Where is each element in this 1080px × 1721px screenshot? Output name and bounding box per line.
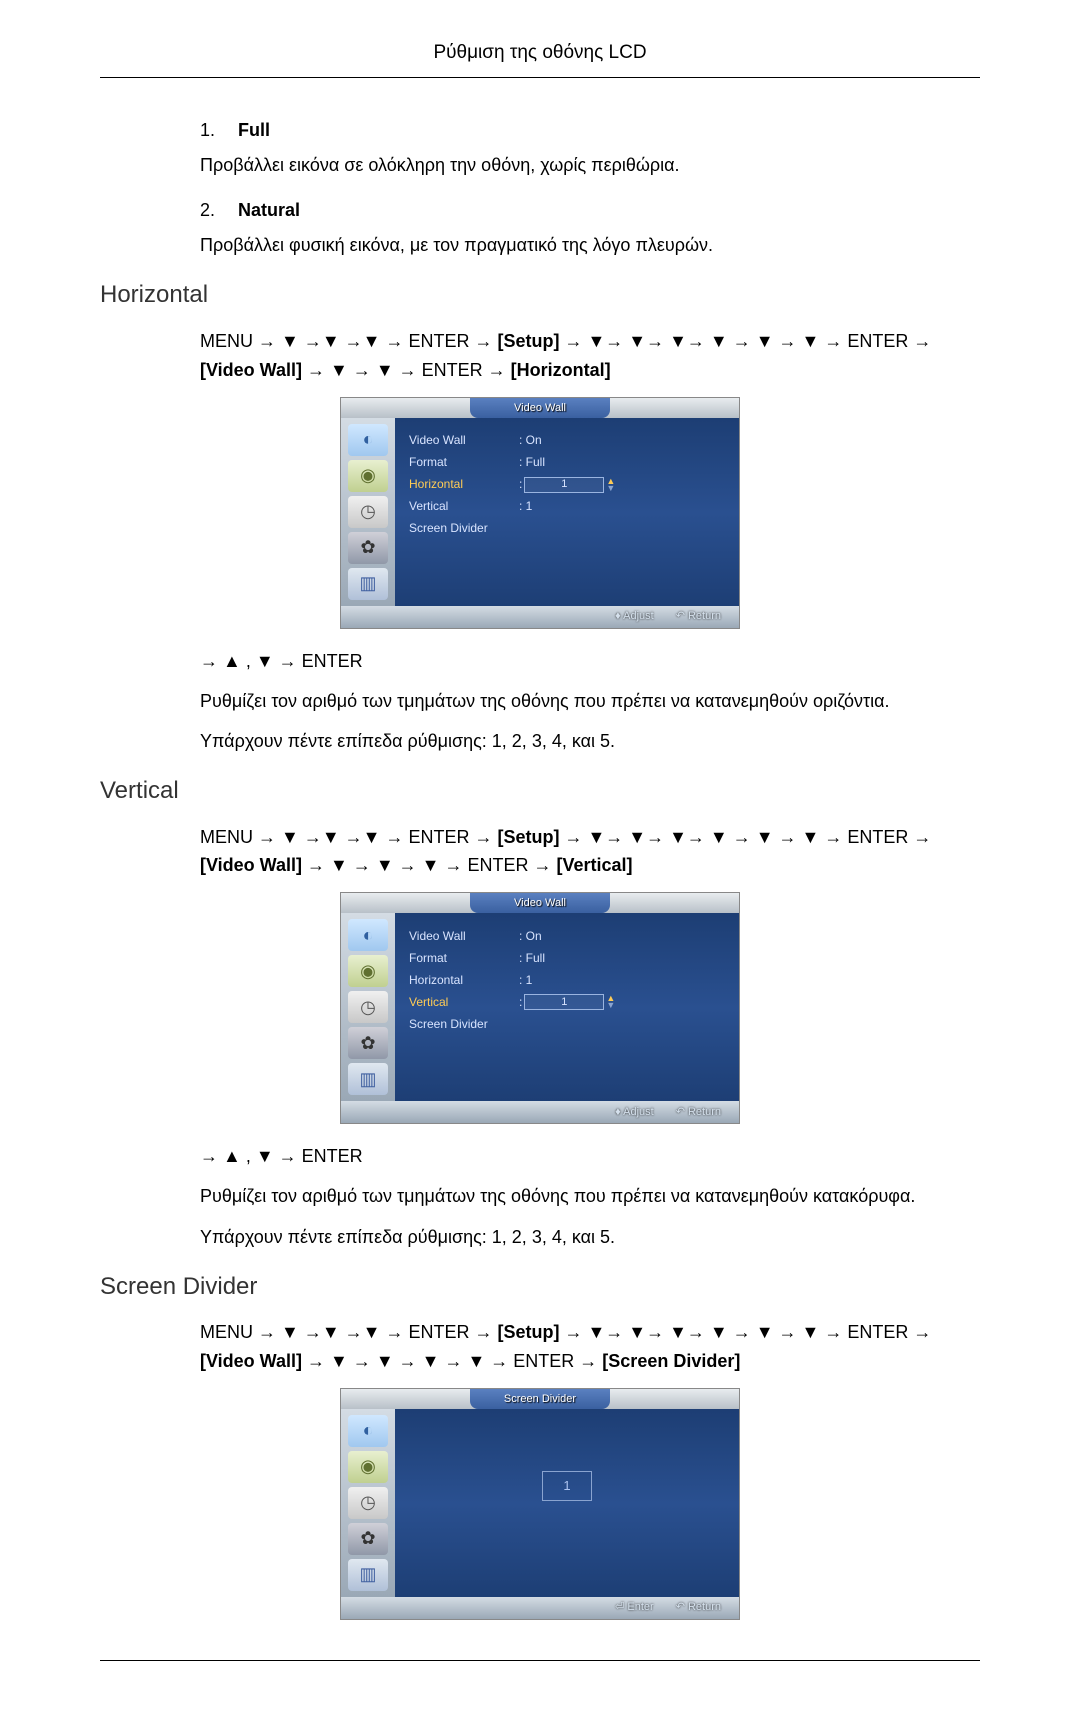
arrow-hint-horizontal: → ▲ , ▼ → ENTER [200,649,980,674]
osd-footer-adjust: ♦ Adjust [615,609,654,624]
osd-row-value: : 1 [519,498,725,515]
osd-row-value: : On [519,432,725,449]
desc-horizontal-1: Ρυθμίζει τον αριθμό των τμημάτων της οθό… [200,689,980,714]
section-title-divider: Screen Divider [100,1270,980,1304]
osd-row-label: Screen Divider [409,520,519,537]
list-label-full: Full [238,118,270,143]
osd-icon-sound: ◉ [348,955,388,987]
osd-footer: ⏎ Enter ↶ Return [341,1597,739,1619]
osd-icon-setup: ✿ [348,1523,388,1555]
osd-icon-multi: ▥ [348,568,388,600]
osd-sidebar: ◐ ◉ ◷ ✿ ▥ [341,1409,395,1597]
osd-title: Screen Divider [470,1389,610,1409]
osd-footer-enter: ⏎ Enter [615,1600,654,1615]
osd-icon-picture: ◐ [348,919,388,951]
osd-icon-clock: ◷ [348,496,388,528]
osd-row: Video Wall: On [409,925,725,947]
osd-row-label: Format [409,950,519,967]
footer-rule [100,1660,980,1661]
osd-sidebar: ◐ ◉ ◷ ✿ ▥ [341,913,395,1101]
list-item-full: 1. Full Προβάλλει εικόνα σε ολόκληρη την… [200,118,980,178]
osd-icon-multi: ▥ [348,1559,388,1591]
osd-icon-clock: ◷ [348,991,388,1023]
osd-row-value: : 1 [519,972,725,989]
osd-row-label: Vertical [409,498,519,515]
divider-value-box: 1 [542,1471,592,1501]
osd-row-label: Video Wall [409,432,519,449]
list-item-natural: 2. Natural Προβάλλει φυσική εικόνα, με τ… [200,198,980,258]
section-title-vertical: Vertical [100,774,980,808]
osd-title: Video Wall [470,398,610,418]
list-desc-natural: Προβάλλει φυσική εικόνα, με τον πραγματι… [200,233,980,258]
osd-row-label: Horizontal [409,972,519,989]
osd-row-value: : 1▲▼ [519,994,725,1011]
osd-content: Video Wall: OnFormat: FullHorizontal: 1▲… [395,418,739,606]
osd-footer: ♦ Adjust ↶ Return [341,1101,739,1123]
osd-row-value: : Full [519,454,725,471]
osd-footer-return: ↶ Return [676,1105,721,1120]
osd-row: Screen Divider [409,518,725,540]
osd-row-label: Screen Divider [409,1016,519,1033]
arrow-hint-vertical: → ▲ , ▼ → ENTER [200,1144,980,1169]
nav-path-divider: MENU → ▼ →▼ →▼ → ENTER → [Setup] → ▼→ ▼→… [200,1318,980,1376]
osd-title: Video Wall [470,893,610,913]
osd-row: Vertical: 1 [409,496,725,518]
osd-row-value: : 1▲▼ [519,476,725,493]
osd-row: Vertical: 1▲▼ [409,991,725,1013]
osd-icon-sound: ◉ [348,1451,388,1483]
osd-row: Video Wall: On [409,430,725,452]
list-num: 2. [200,198,220,223]
desc-horizontal-2: Υπάρχουν πέντε επίπεδα ρύθμισης: 1, 2, 3… [200,729,980,754]
osd-sidebar: ◐ ◉ ◷ ✿ ▥ [341,418,395,606]
osd-footer: ♦ Adjust ↶ Return [341,606,739,628]
osd-row: Horizontal: 1 [409,969,725,991]
nav-path-vertical: MENU → ▼ →▼ →▼ → ENTER → [Setup] → ▼→ ▼→… [200,823,980,881]
osd-footer-adjust: ♦ Adjust [615,1105,654,1120]
osd-icon-setup: ✿ [348,532,388,564]
osd-content-divider: 1 [395,1409,739,1597]
page-header: Ρύθμιση της οθόνης LCD [100,40,980,78]
osd-icon-sound: ◉ [348,460,388,492]
desc-vertical-2: Υπάρχουν πέντε επίπεδα ρύθμισης: 1, 2, 3… [200,1225,980,1250]
list-num: 1. [200,118,220,143]
osd-footer-return: ↶ Return [676,609,721,624]
desc-vertical-1: Ρυθμίζει τον αριθμό των τμημάτων της οθό… [200,1184,980,1209]
osd-footer-return: ↶ Return [676,1600,721,1615]
osd-row-label: Format [409,454,519,471]
osd-row: Horizontal: 1▲▼ [409,474,725,496]
osd-icon-picture: ◐ [348,424,388,456]
osd-icon-clock: ◷ [348,1487,388,1519]
osd-row: Format: Full [409,452,725,474]
osd-divider: Screen Divider ◐ ◉ ◷ ✿ ▥ 1 ⏎ Enter ↶ Ret… [100,1388,980,1620]
osd-row: Format: Full [409,947,725,969]
osd-row-label: Vertical [409,994,519,1011]
osd-row: Screen Divider [409,1013,725,1035]
osd-row-label: Horizontal [409,476,519,493]
osd-icon-picture: ◐ [348,1415,388,1447]
osd-horizontal: Video Wall ◐ ◉ ◷ ✿ ▥ Video Wall: OnForma… [100,397,980,629]
osd-row-label: Video Wall [409,928,519,945]
osd-vertical: Video Wall ◐ ◉ ◷ ✿ ▥ Video Wall: OnForma… [100,892,980,1124]
page-title: Ρύθμιση της οθόνης LCD [433,42,646,63]
list-label-natural: Natural [238,198,300,223]
osd-content: Video Wall: OnFormat: FullHorizontal: 1V… [395,913,739,1101]
nav-path-horizontal: MENU → ▼ →▼ →▼ → ENTER → [Setup] → ▼→ ▼→… [200,327,980,385]
section-title-horizontal: Horizontal [100,278,980,312]
osd-icon-setup: ✿ [348,1027,388,1059]
list-desc-full: Προβάλλει εικόνα σε ολόκληρη την οθόνη, … [200,153,980,178]
osd-row-value: : On [519,928,725,945]
osd-icon-multi: ▥ [348,1063,388,1095]
osd-row-value: : Full [519,950,725,967]
